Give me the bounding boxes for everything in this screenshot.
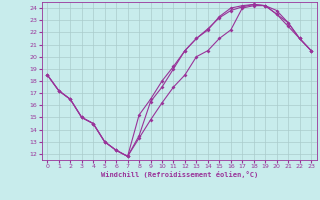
X-axis label: Windchill (Refroidissement éolien,°C): Windchill (Refroidissement éolien,°C) (100, 171, 258, 178)
